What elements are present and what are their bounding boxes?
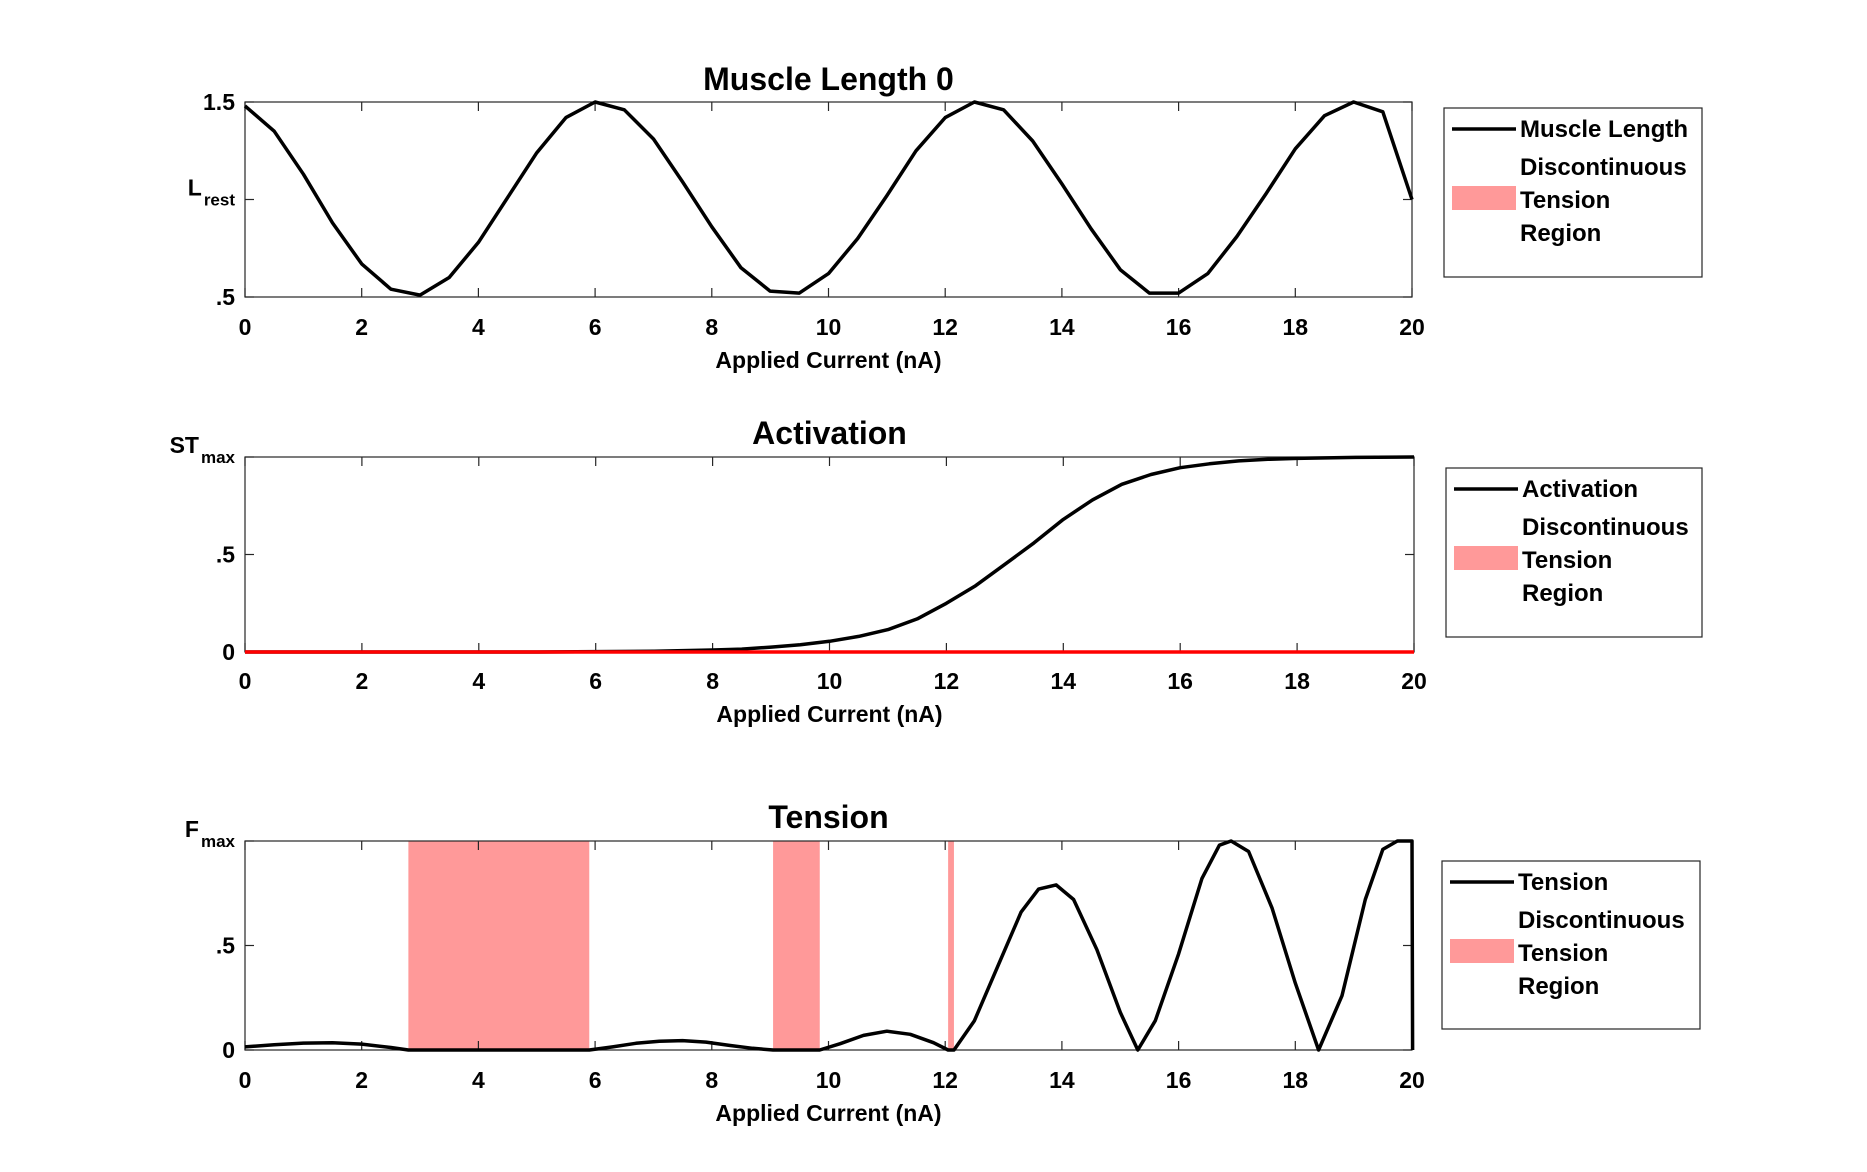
y-tick-label: .5 bbox=[216, 542, 235, 568]
x-tick-label: 12 bbox=[932, 1067, 958, 1093]
legend-label: Discontinuous bbox=[1520, 154, 1687, 181]
x-tick-label: 16 bbox=[1166, 314, 1192, 340]
legend-label: Discontinuous bbox=[1522, 514, 1689, 541]
x-tick-label: 6 bbox=[589, 668, 602, 694]
legend-label: Region bbox=[1522, 580, 1603, 607]
x-tick-label: 8 bbox=[705, 1067, 718, 1093]
y-tick-label: 0 bbox=[222, 1037, 235, 1063]
x-tick-label: 0 bbox=[239, 314, 252, 340]
x-tick-label: 0 bbox=[239, 668, 252, 694]
x-tick-label: 20 bbox=[1399, 314, 1425, 340]
x-tick-label: 2 bbox=[355, 1067, 368, 1093]
x-tick-label: 18 bbox=[1283, 314, 1309, 340]
x-tick-label: 10 bbox=[816, 1067, 842, 1093]
legend-label: Muscle Length bbox=[1520, 116, 1688, 143]
x-tick-label: 18 bbox=[1283, 1067, 1309, 1093]
x-tick-label: 4 bbox=[472, 314, 485, 340]
series-line-1 bbox=[243, 100, 1414, 297]
y-tick-label: 1.5 bbox=[203, 89, 235, 115]
x-tick-label: 16 bbox=[1167, 668, 1193, 694]
panel-1: Muscle Length 0 0 2 4 6 8 10 12 14 16 18 20 Applied … bbox=[188, 61, 1703, 373]
x-tick-label: 14 bbox=[1051, 668, 1077, 694]
x-tick-label: 8 bbox=[705, 314, 718, 340]
x-tick-label: 6 bbox=[589, 314, 602, 340]
x-tick-label: 4 bbox=[472, 1067, 485, 1093]
y-tick-label: 0 bbox=[222, 639, 235, 665]
x-tick-label: 12 bbox=[932, 314, 958, 340]
x-tick-label: 16 bbox=[1166, 1067, 1192, 1093]
legend-label: Tension bbox=[1522, 547, 1612, 574]
legend-label: Discontinuous bbox=[1518, 907, 1685, 934]
x-axis-label: Applied Current (nA) bbox=[716, 701, 942, 727]
x-tick-label: 18 bbox=[1284, 668, 1310, 694]
y-tick-label: .5 bbox=[216, 933, 235, 959]
axes-box bbox=[244, 456, 1415, 653]
panel-3: Tension 0 2 4 6 8 10 12 14 16 18 20 Applied Current … bbox=[185, 799, 1701, 1126]
x-tick-label: 10 bbox=[816, 314, 842, 340]
legend: Activation Discontinuous Tension Region bbox=[1445, 467, 1703, 638]
panel-2: Activation 0 2 4 6 8 10 12 14 16 18 20 Applied Curre… bbox=[170, 415, 1703, 727]
x-tick-label: 4 bbox=[472, 668, 485, 694]
legend: Tension Discontinuous Tension Region bbox=[1441, 860, 1701, 1030]
discontinuous-region-2 bbox=[773, 841, 820, 1050]
x-tick-label: 2 bbox=[356, 668, 369, 694]
discontinuous-region-1 bbox=[408, 841, 590, 1050]
panel-title: Tension bbox=[768, 799, 888, 835]
series-line-1 bbox=[245, 455, 1415, 654]
x-tick-label: 6 bbox=[589, 1067, 602, 1093]
legend: Muscle Length Discontinuous Tension Region bbox=[1443, 107, 1703, 278]
x-tick-label: 2 bbox=[355, 314, 368, 340]
legend-label: Tension bbox=[1520, 187, 1610, 214]
y-tick-label: ST max bbox=[170, 432, 236, 467]
discontinuous-region-3 bbox=[948, 841, 954, 1050]
legend-patch-swatch bbox=[1454, 546, 1518, 570]
x-tick-label: 14 bbox=[1049, 314, 1075, 340]
legend-label: Tension bbox=[1518, 940, 1608, 967]
y-tick-label: .5 bbox=[216, 284, 235, 310]
panel-title: Activation bbox=[752, 415, 907, 451]
x-tick-label: 20 bbox=[1399, 1067, 1425, 1093]
legend-label: Region bbox=[1518, 973, 1599, 1000]
legend-label: Tension bbox=[1518, 869, 1608, 896]
panel-title: Muscle Length 0 bbox=[703, 61, 954, 97]
x-tick-label: 12 bbox=[934, 668, 960, 694]
x-tick-label: 0 bbox=[239, 1067, 252, 1093]
series-line-1 bbox=[244, 839, 1415, 1052]
legend-label: Region bbox=[1520, 220, 1601, 247]
legend-patch-swatch bbox=[1450, 939, 1514, 963]
legend-label: Activation bbox=[1522, 476, 1638, 503]
x-tick-label: 20 bbox=[1401, 668, 1427, 694]
axes-box bbox=[244, 101, 1413, 298]
x-axis-label: Applied Current (nA) bbox=[715, 1100, 941, 1126]
x-axis-label: Applied Current (nA) bbox=[715, 347, 941, 373]
x-tick-label: 14 bbox=[1049, 1067, 1075, 1093]
x-tick-label: 10 bbox=[817, 668, 843, 694]
x-tick-label: 8 bbox=[706, 668, 719, 694]
legend-patch-swatch bbox=[1452, 186, 1516, 210]
